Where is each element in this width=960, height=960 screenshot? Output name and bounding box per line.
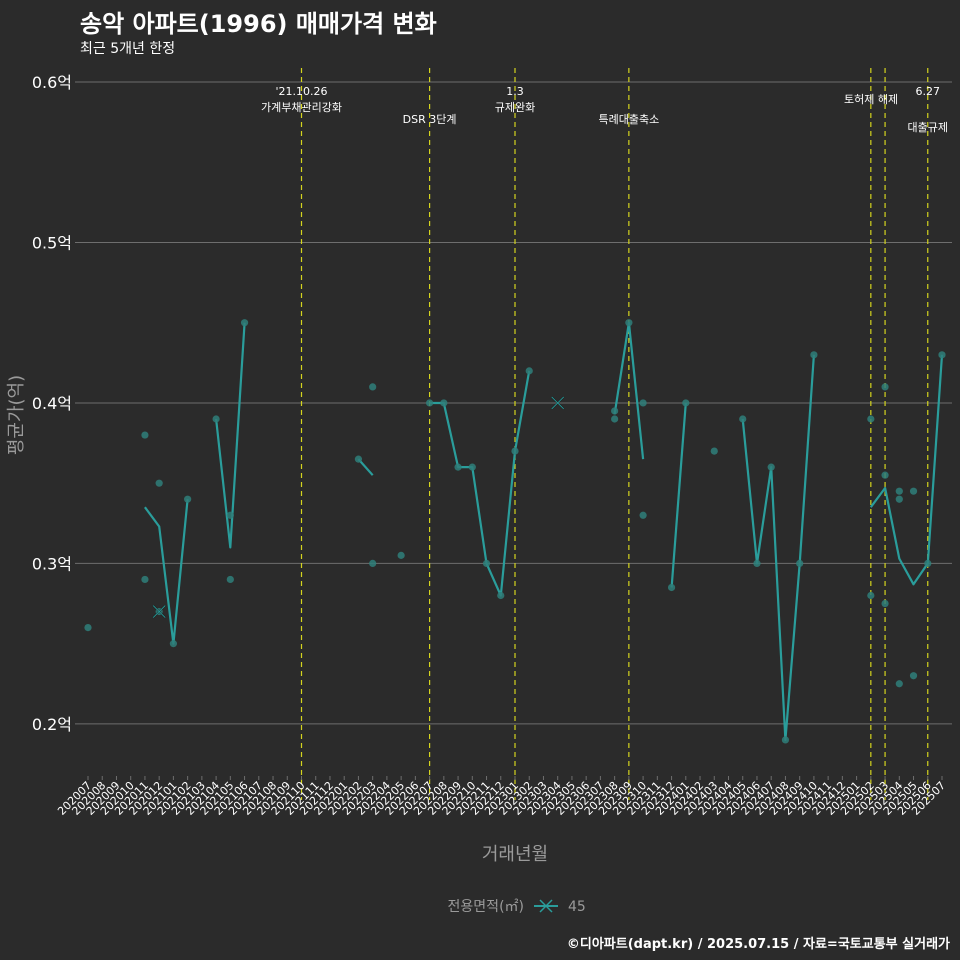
series-line-segment bbox=[869, 354, 944, 586]
cross-marker bbox=[152, 604, 166, 619]
data-point bbox=[240, 319, 249, 327]
data-point bbox=[625, 319, 633, 327]
data-point bbox=[938, 351, 946, 359]
data-point bbox=[909, 672, 918, 680]
data-point bbox=[354, 455, 363, 463]
y-tick-label: 0.3억 bbox=[32, 554, 72, 573]
data-point bbox=[454, 463, 462, 471]
y-axis-ticks: 0.2억 0.3억 0.4억 0.5억 0.6억 bbox=[32, 73, 72, 734]
x-axis-title: 거래년월 bbox=[482, 844, 548, 865]
y-axis-title: 평균가(억) bbox=[6, 375, 27, 455]
data-point bbox=[639, 399, 647, 407]
data-point bbox=[212, 415, 220, 423]
data-point bbox=[482, 559, 491, 568]
event-label: 규제완화 bbox=[495, 101, 535, 114]
data-point bbox=[226, 511, 234, 519]
y-tick-label: 0.6억 bbox=[32, 73, 72, 92]
series-line-segment bbox=[741, 354, 815, 741]
data-point bbox=[369, 559, 377, 568]
legend-entry-45: 45 bbox=[568, 899, 586, 915]
data-point bbox=[909, 487, 918, 495]
data-point bbox=[611, 415, 619, 423]
chart-subtitle: 최근 5개년 한정 bbox=[80, 41, 176, 57]
series-45 bbox=[144, 321, 944, 741]
data-point bbox=[639, 511, 647, 519]
data-point bbox=[141, 575, 149, 584]
data-point bbox=[881, 471, 889, 479]
chart-title: 송악 아파트(1996) 매매가격 변화 bbox=[80, 10, 437, 38]
data-point bbox=[895, 680, 903, 688]
data-point bbox=[440, 399, 448, 407]
data-point bbox=[141, 431, 149, 439]
data-point bbox=[739, 415, 747, 423]
legend-cross-swatch bbox=[539, 899, 553, 913]
y-tick-label: 0.4억 bbox=[32, 394, 72, 413]
data-point bbox=[753, 559, 761, 568]
data-point bbox=[84, 623, 92, 632]
data-point bbox=[369, 383, 377, 391]
cross-marker bbox=[551, 396, 565, 410]
data-point bbox=[796, 559, 804, 568]
series-line-segment bbox=[429, 370, 531, 597]
data-point bbox=[525, 367, 533, 375]
data-point bbox=[767, 463, 775, 471]
data-point bbox=[397, 551, 405, 559]
event-label: '21.10.26 bbox=[275, 85, 327, 98]
data-point bbox=[682, 399, 690, 407]
data-point bbox=[895, 495, 903, 503]
event-label: DSR 3단계 bbox=[403, 113, 457, 126]
event-label: 대출규제 bbox=[908, 121, 948, 134]
event-label: 특례대출축소 bbox=[598, 113, 659, 126]
data-point bbox=[867, 415, 875, 423]
data-point bbox=[867, 591, 875, 600]
y-tick-label: 0.2억 bbox=[32, 715, 72, 734]
data-point bbox=[710, 447, 718, 455]
data-point bbox=[611, 407, 619, 415]
data-point bbox=[924, 559, 932, 568]
data-point bbox=[184, 495, 192, 503]
series-line-segment bbox=[670, 402, 687, 588]
source-credit: ©디아파트(dapt.kr) / 2025.07.15 / 자료=국토교통부 실… bbox=[566, 937, 950, 952]
event-label: 가계부채관리강화 bbox=[261, 101, 342, 114]
legend-title: 전용면적(㎡) bbox=[448, 899, 524, 915]
cross-stroke bbox=[152, 605, 166, 618]
data-point bbox=[511, 447, 519, 455]
data-point bbox=[155, 479, 163, 487]
event-label: 1.3 bbox=[506, 85, 524, 98]
data-point bbox=[226, 575, 234, 584]
highlight-crosses bbox=[152, 396, 565, 619]
event-label: 6.27 bbox=[916, 85, 941, 98]
data-point bbox=[781, 736, 790, 744]
data-point bbox=[895, 487, 903, 495]
data-point bbox=[881, 383, 889, 391]
data-point bbox=[497, 591, 505, 600]
event-label: 토허제 해제 bbox=[844, 92, 898, 106]
data-point bbox=[881, 599, 889, 608]
x-axis-ticks: 2020072020082020092020102020112020122021… bbox=[55, 776, 948, 818]
data-point bbox=[667, 583, 676, 592]
cross-stroke bbox=[551, 396, 565, 410]
data-point bbox=[810, 351, 818, 359]
grid-lines bbox=[75, 81, 952, 725]
series-line-segment bbox=[215, 322, 246, 549]
series-line-segment bbox=[144, 499, 189, 645]
y-tick-label: 0.5억 bbox=[32, 234, 72, 253]
data-point bbox=[426, 399, 434, 407]
legend: 전용면적(㎡) 45 bbox=[448, 899, 586, 915]
data-point bbox=[169, 640, 177, 648]
data-point bbox=[468, 463, 476, 471]
